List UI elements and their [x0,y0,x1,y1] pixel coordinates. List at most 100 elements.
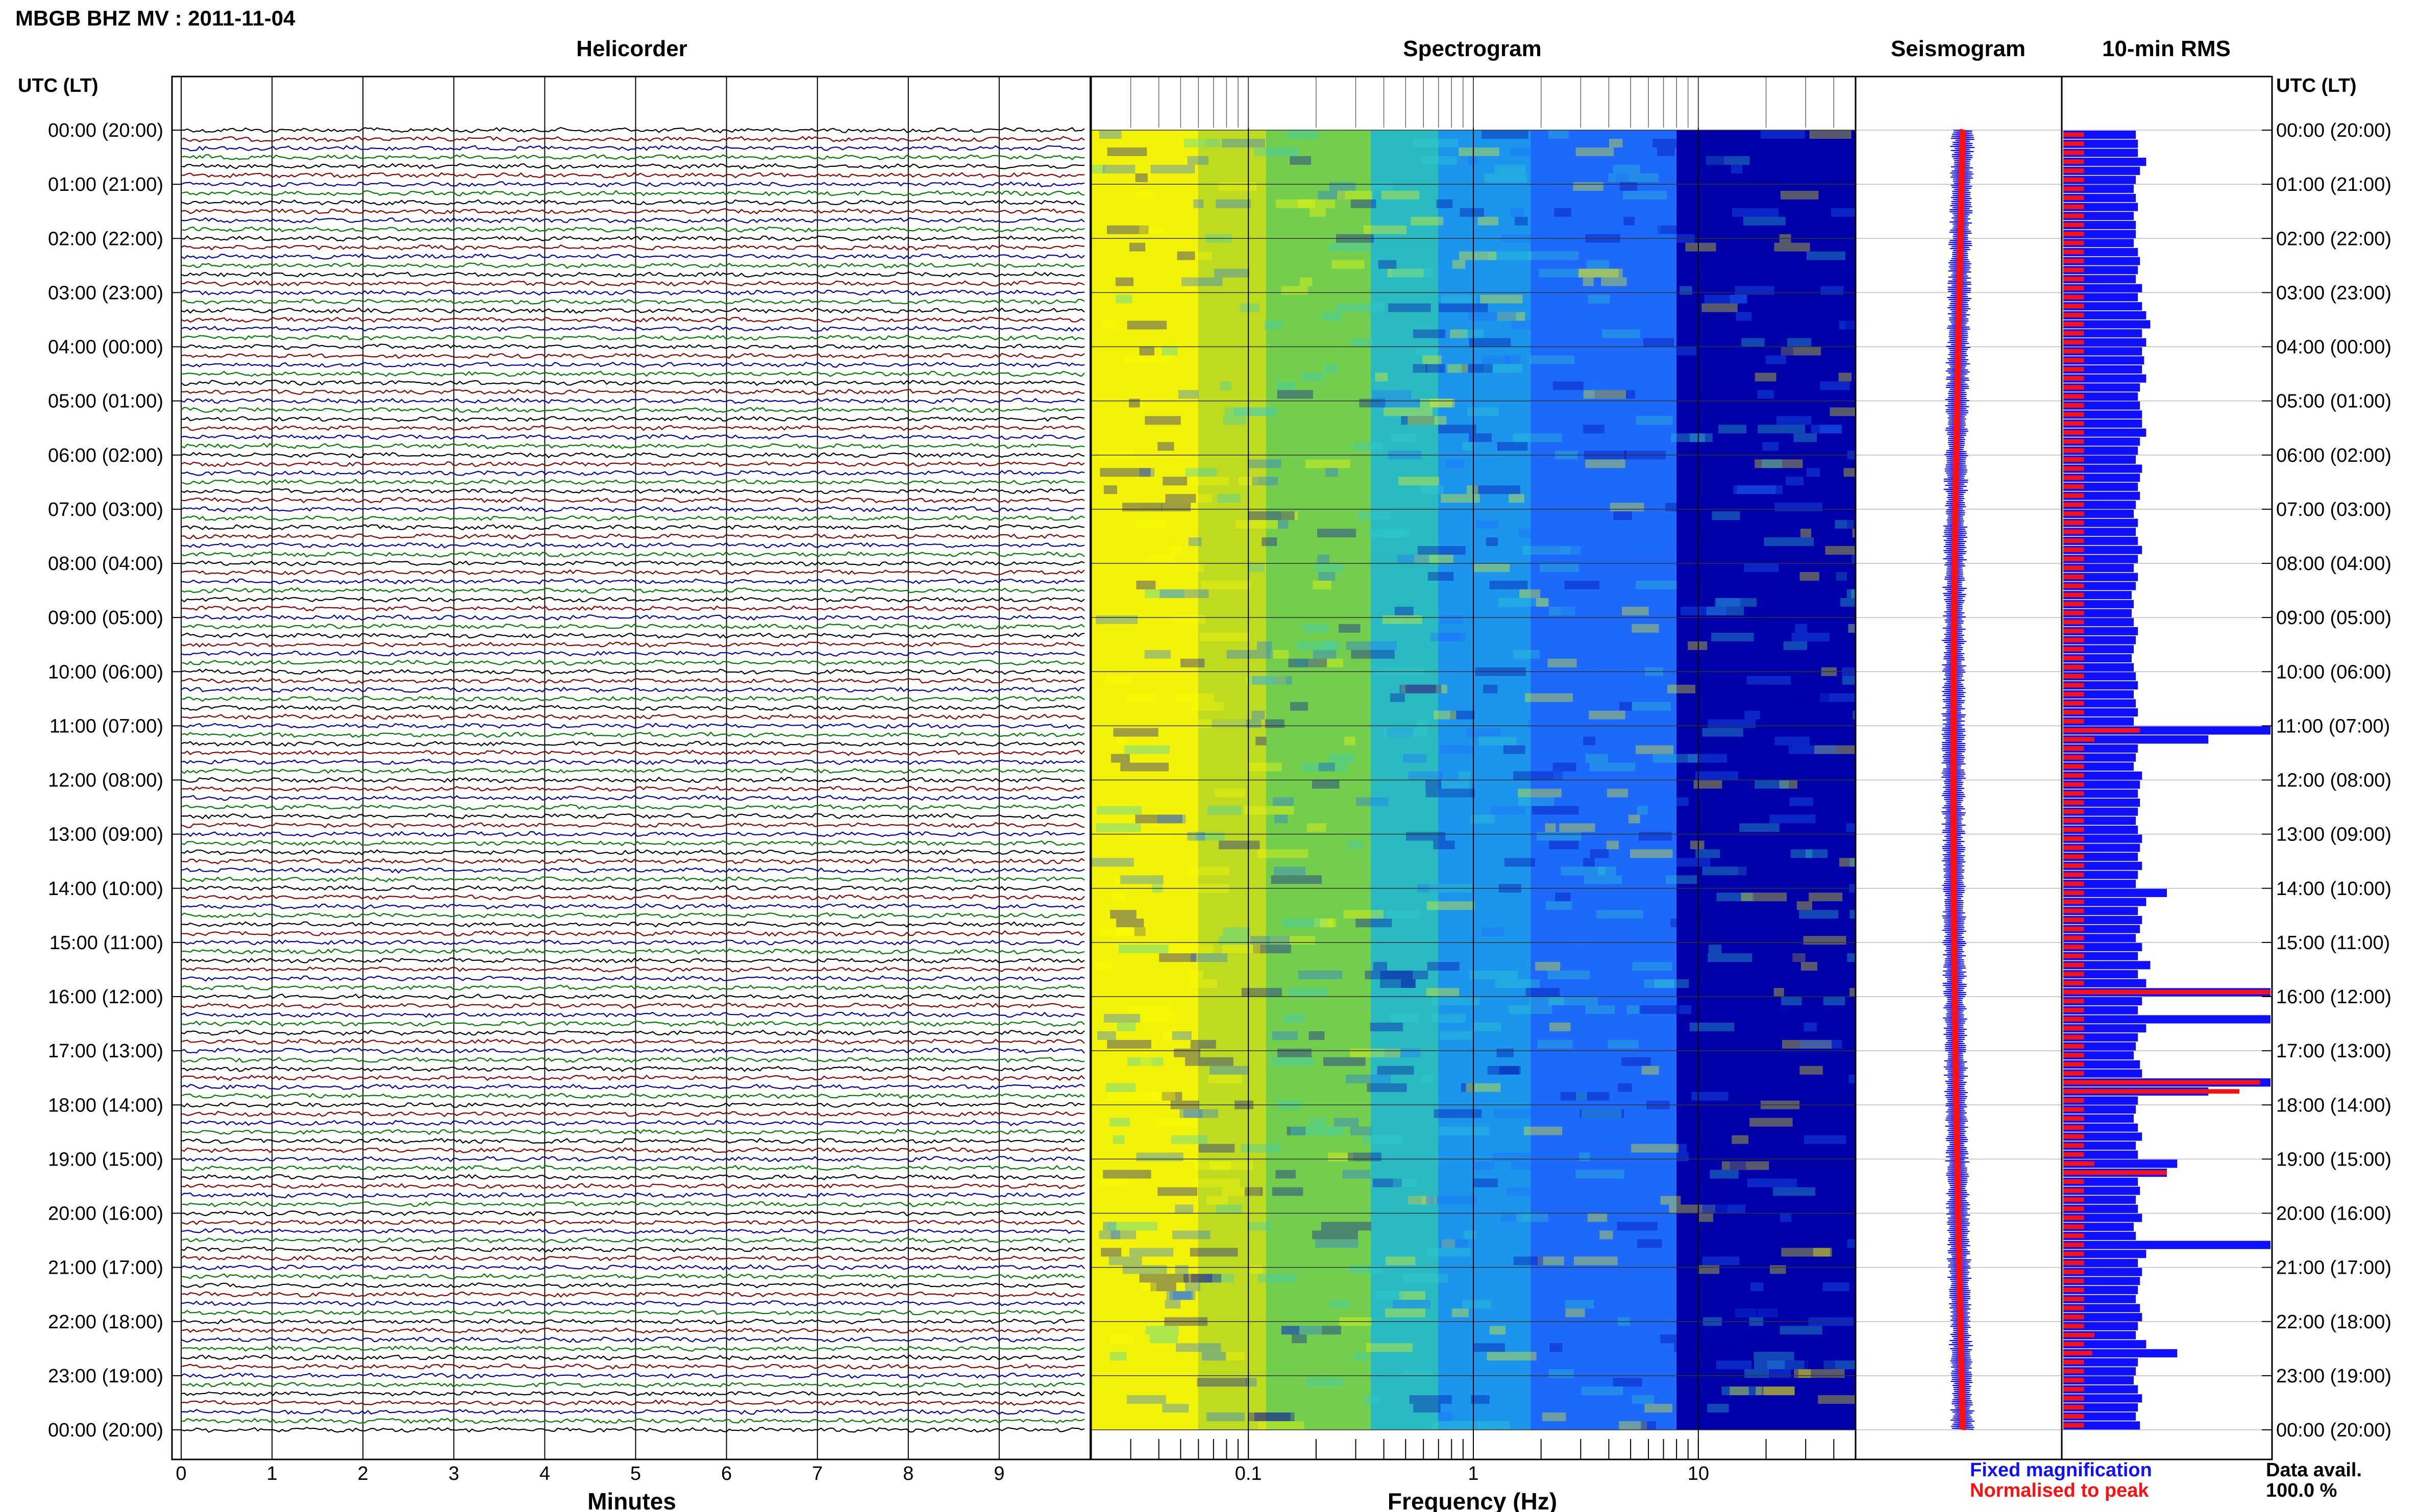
rms-normalised-bar [2063,809,2084,814]
spectrogram-speckle [1386,1256,1416,1266]
spectrogram-speckle [1380,399,1420,408]
spectrogram-speckle [1572,373,1592,382]
spectrogram-speckle [1287,130,1318,139]
spectrogram-speckle [1539,268,1579,278]
spectrogram-speckle [1190,1039,1216,1049]
spectrogram-speckle [1621,1057,1651,1066]
spectrogram-speckle [1197,1378,1247,1387]
helicorder-trace [181,1381,1085,1388]
rms-normalised-bar [2063,1215,2084,1220]
spectrogram-speckle [1852,555,1856,563]
spectrogram-speckle [1551,286,1577,295]
rms-normalised-bar [2063,421,2084,426]
frequency-axis: 0.1 1 10 [1235,1463,1709,1484]
helicorder-trace [181,966,1085,973]
rms-normalised-bar [2063,1369,2084,1374]
helicorder-trace [181,145,1085,152]
helicorder-trace [181,1183,1085,1189]
data-avail-label: Data avail. [2266,1459,2362,1481]
rms-normalised-bar [2063,213,2084,218]
helicorder-trace [181,1102,1085,1108]
rms-normalised-bar [2063,899,2084,904]
helicorder-trace [181,452,1085,458]
helicorder-trace [181,136,1085,142]
helicorder-trace [181,1093,1085,1099]
spectrogram-speckle [1811,425,1842,434]
time-label-right: 23:00 (19:00) [2276,1366,2391,1387]
spectrogram-speckle [1134,927,1146,936]
spectrogram-speckle [1107,1222,1157,1231]
helicorder-trace [181,226,1085,233]
time-label-left: 08:00 (04:00) [48,553,163,575]
spectrogram-speckle [1170,945,1214,954]
time-label-right: 08:00 (04:00) [2276,553,2391,575]
rms-normalised-bar [2063,962,2084,968]
spectrogram-speckle [1191,1274,1213,1283]
spectrogram-speckle [1434,710,1457,720]
time-label-left: 18:00 (14:00) [48,1095,163,1116]
helicorder-trace [181,127,1085,134]
rms-fixed-bar [2063,961,2151,970]
spectrogram-speckle [1351,650,1395,659]
frequency-tick-label: 1 [1468,1463,1478,1484]
spectrogram-speckle [1421,1074,1434,1083]
spectrogram-speckle [1441,294,1476,304]
rms-normalised-bar [2063,331,2084,336]
rms-normalised-bar [2063,186,2084,191]
spectrogram-speckle [1716,1360,1752,1370]
spectrogram-speckle [1438,425,1476,434]
spectrogram-speckle [1552,762,1576,772]
spectrogram-speckle [1272,1187,1303,1196]
helicorder-trace [181,217,1085,224]
helicorder-trace [181,939,1085,946]
spectrogram-speckle [1504,355,1521,364]
spectrogram-speckle [1549,1022,1571,1031]
spectrogram-speckle [1640,1144,1687,1153]
spectrogram-speckle [1806,251,1846,260]
helicorder-trace [181,533,1085,540]
helicorder-trace [181,1020,1085,1027]
spectrogram-speckle [1297,641,1335,650]
spectrogram-speckle [1798,1369,1845,1378]
spectrogram-speckle [1657,225,1697,234]
spectrogram-speckle [1711,632,1754,641]
spectrogram-speckle [1272,1031,1298,1040]
spectrogram-speckle [1330,1300,1349,1309]
helicorder-trace [181,696,1085,702]
spectrogram-speckle [1702,1256,1740,1266]
spectrogram-speckle [1847,1239,1856,1248]
helicorder-trace [181,208,1085,215]
spectrogram-speckle [1122,1265,1167,1274]
spectrogram-speckle [1644,1404,1673,1413]
spectrogram-speckle [1807,277,1855,286]
rms-normalised-bar [2063,845,2084,850]
spectrogram-speckle [1681,606,1726,615]
spectrogram-speckle [1356,797,1389,806]
spectrogram-speckle [1589,710,1625,720]
spectrogram-speckle [1594,390,1636,399]
rms-normalised-bar [2063,945,2084,950]
spectrogram-speckle [1585,1005,1615,1014]
spectrogram-speckle [1560,1092,1610,1101]
helicorder-trace [181,1011,1085,1018]
spectrogram-speckle [1755,780,1789,789]
time-label-right: 13:00 (09:00) [2276,824,2391,846]
time-label-left: 22:00 (18:00) [48,1311,163,1333]
time-label-right: 12:00 (08:00) [2276,770,2391,791]
spectrogram-speckle [1579,1152,1590,1161]
spectrogram-speckle [1369,529,1404,538]
spectrogram-speckle [1818,1395,1856,1404]
spectrogram-speckle [1712,312,1751,321]
spectrogram-speckle [1847,520,1856,529]
spectrogram-speckle [1247,1222,1271,1231]
spectrogram-speckle [1382,615,1422,624]
spectrogram-speckle [1159,953,1197,962]
helicorder-trace [181,767,1085,775]
spectrogram-speckle [1096,615,1138,624]
spectrogram-speckle [1617,1222,1658,1231]
helicorder-trace [181,488,1085,494]
spectrogram-speckle [1434,1109,1482,1118]
spectrogram-speckle [1498,598,1548,607]
spectrogram-speckle [1271,875,1322,884]
spectrogram-speckle [1809,893,1843,902]
